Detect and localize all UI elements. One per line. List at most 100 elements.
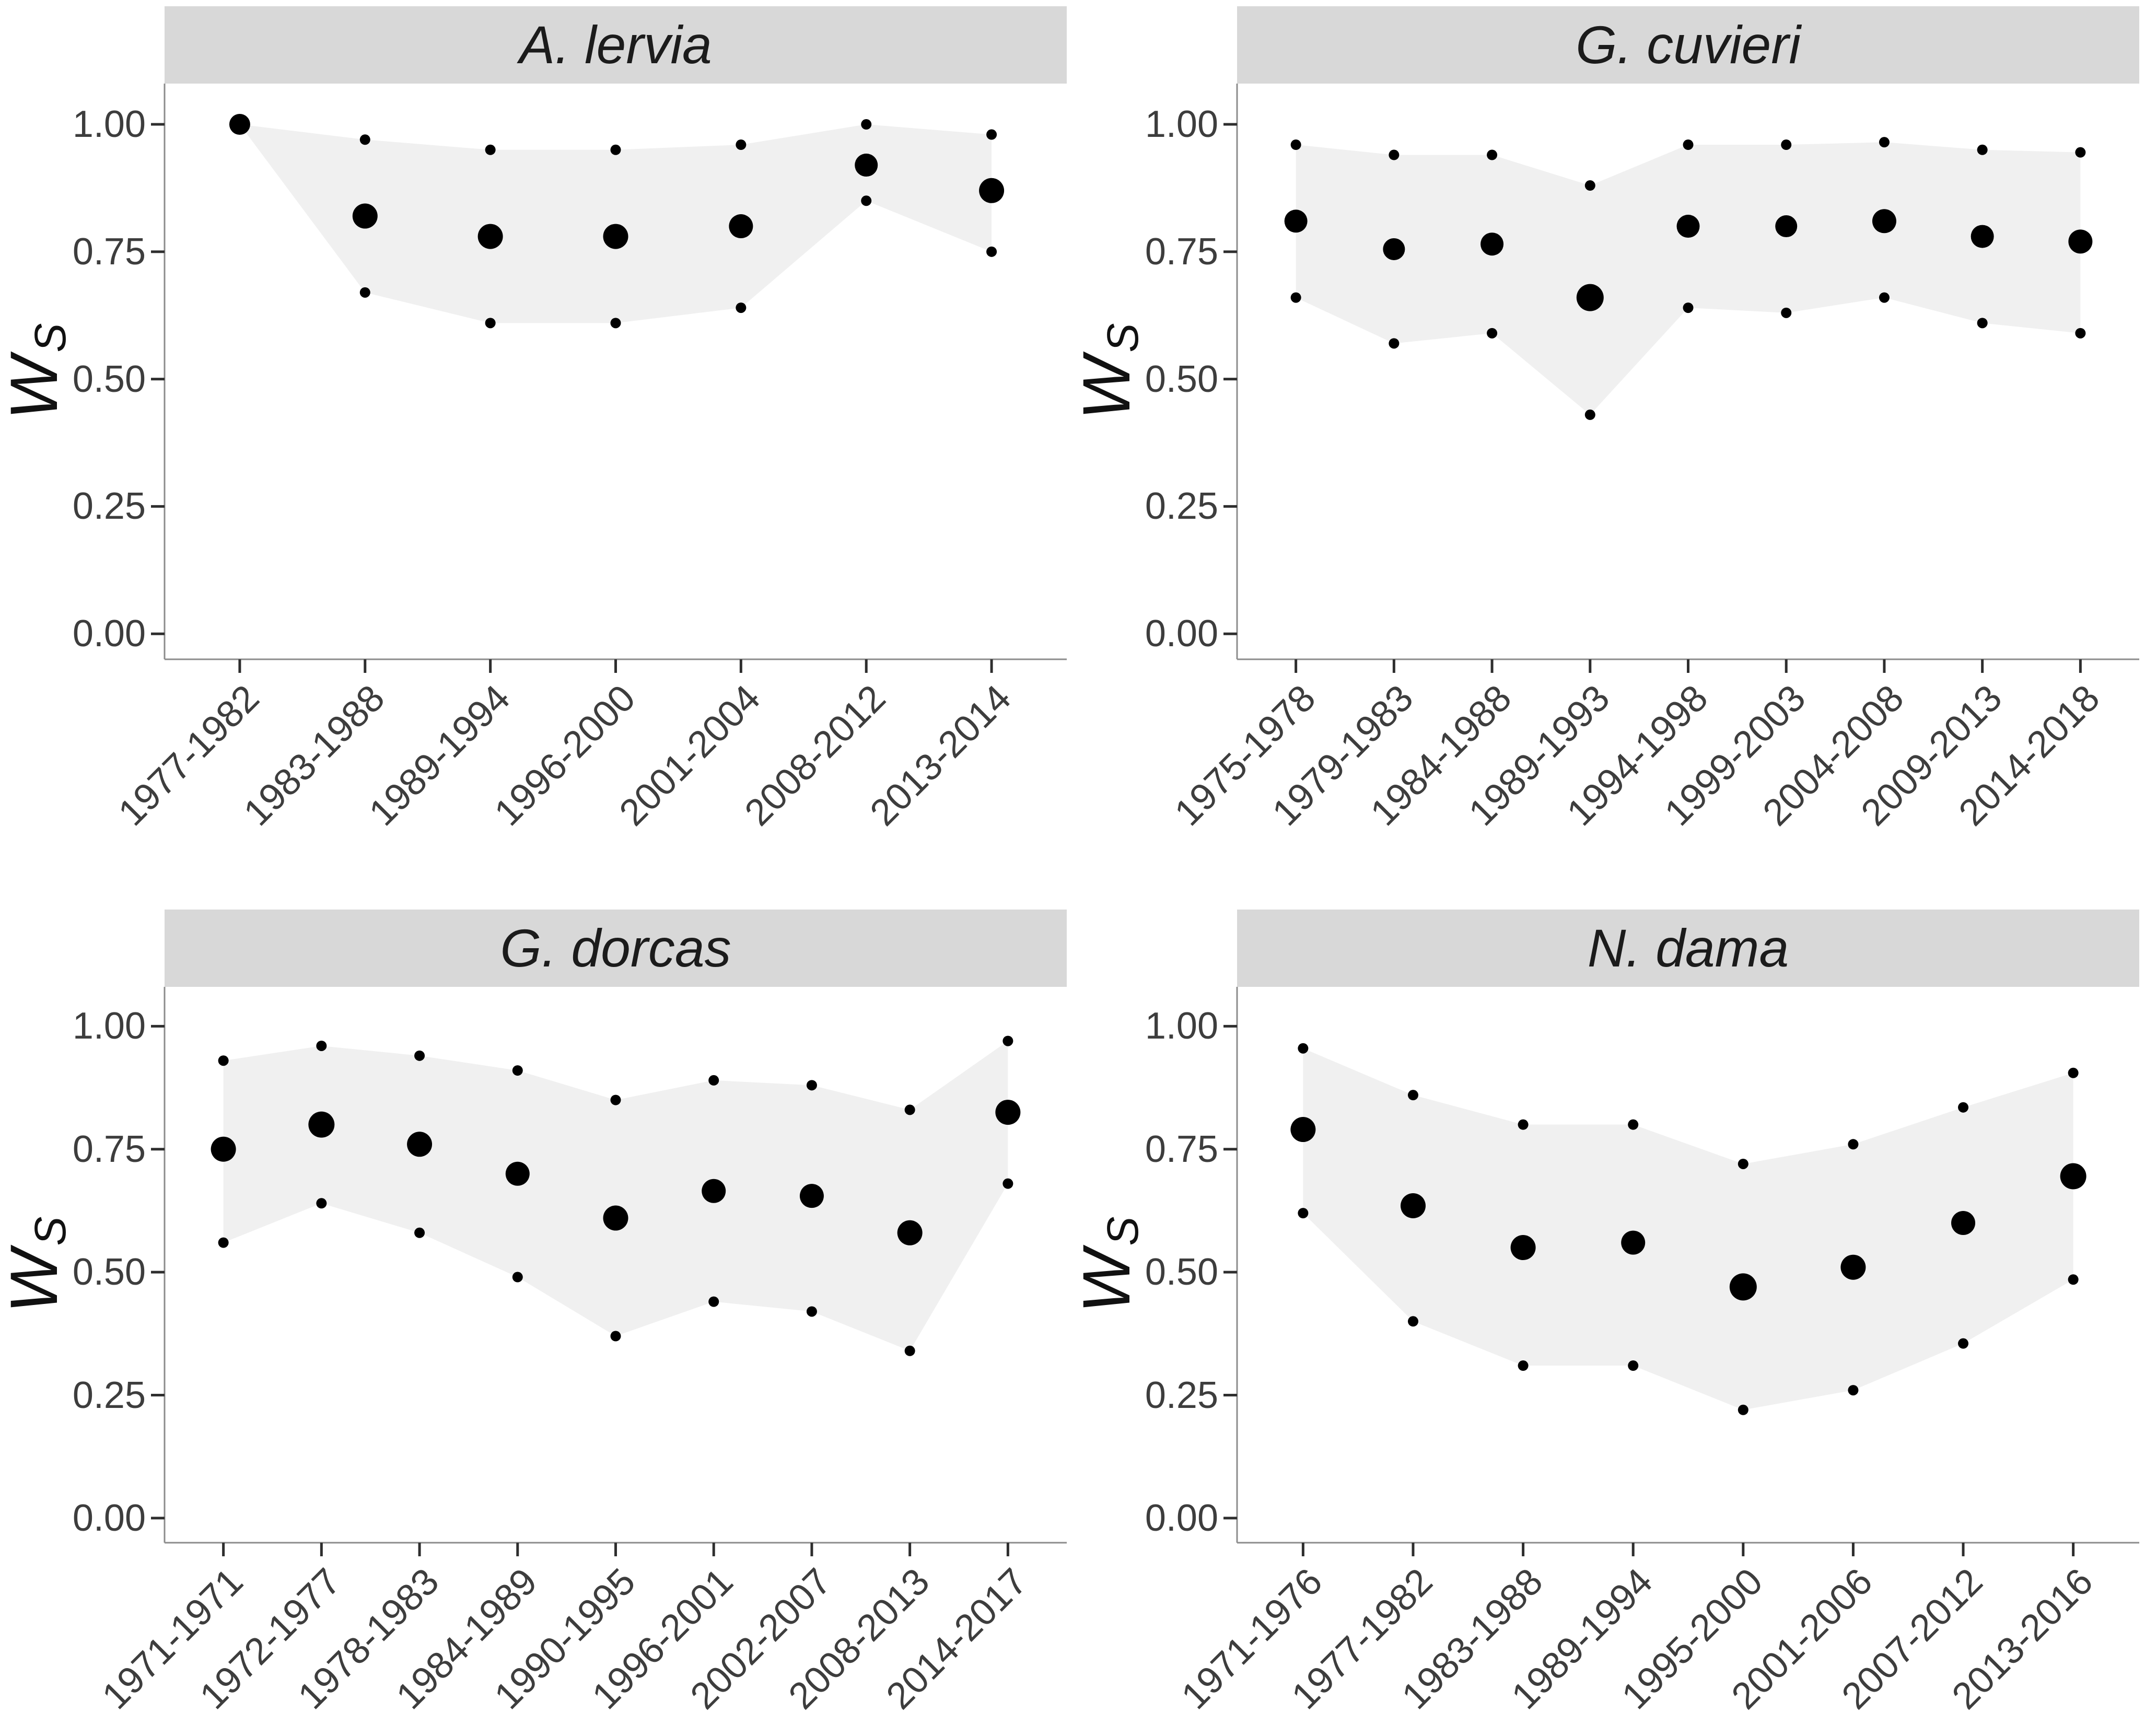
facet-strip: G. dorcas <box>165 910 1067 987</box>
facet-panel-g-dorcas: G. dorcas 1.00 0.75 0.50 0.25 0.00 1971-1971 19… <box>0 868 1072 1736</box>
plot-area-svg <box>1223 84 2139 673</box>
y-axis-title-base: W <box>0 1250 72 1313</box>
y-tick-label: 0.25 <box>1145 485 1218 528</box>
upper-bound-point <box>316 1040 327 1051</box>
upper-bound-point <box>1389 149 1400 160</box>
y-tick-label: 0.50 <box>72 1251 146 1294</box>
upper-bound-point <box>861 119 872 130</box>
mean-point <box>211 1136 236 1162</box>
mean-point <box>505 1161 530 1186</box>
mean-point <box>1775 215 1798 238</box>
upper-bound-point <box>1848 1139 1859 1150</box>
y-tick-label: 1.00 <box>72 103 146 146</box>
lower-bound-point <box>1879 292 1890 303</box>
y-tick-label: 0.75 <box>72 1128 146 1170</box>
y-axis-title-base: W <box>1069 356 1144 420</box>
lower-bound-point <box>1290 292 1301 303</box>
mean-point <box>1729 1273 1757 1301</box>
lower-bound-point <box>1407 1316 1418 1327</box>
mean-point <box>1971 225 1994 248</box>
mean-point <box>979 178 1005 203</box>
lower-bound-point <box>986 246 997 257</box>
lower-bound-point <box>1628 1360 1639 1371</box>
mean-point <box>229 114 250 135</box>
lower-bound-point <box>2068 1274 2079 1285</box>
upper-bound-point <box>2075 147 2086 158</box>
mean-point <box>1400 1193 1426 1219</box>
mean-point <box>1510 1235 1536 1261</box>
lower-bound-point <box>1584 409 1595 420</box>
lower-bound-point <box>1389 338 1400 349</box>
upper-bound-point <box>736 139 747 150</box>
mean-point <box>799 1184 824 1208</box>
facet-panel-a-lervia: A. lervia 1.00 0.75 0.50 0.25 0.00 1977-1982 19… <box>0 0 1072 868</box>
upper-bound-point <box>1879 137 1890 148</box>
upper-bound-point <box>485 144 496 155</box>
lower-bound-point <box>708 1296 719 1307</box>
lower-bound-point <box>1518 1360 1529 1371</box>
lower-bound-point <box>1298 1208 1309 1219</box>
y-tick-label: 1.00 <box>1145 103 1218 146</box>
mean-point <box>1290 1117 1316 1143</box>
upper-bound-point <box>1298 1043 1309 1054</box>
lower-bound-point <box>414 1227 425 1238</box>
mean-point <box>603 224 628 249</box>
upper-bound-point <box>1487 149 1498 160</box>
upper-bound-point <box>1958 1102 1969 1113</box>
lower-bound-point <box>736 302 747 313</box>
upper-bound-point <box>218 1055 229 1066</box>
lower-bound-point <box>359 287 370 298</box>
mean-point <box>729 214 753 239</box>
mean-point <box>1951 1210 1976 1235</box>
upper-bound-point <box>986 129 997 140</box>
mean-point <box>1621 1230 1646 1255</box>
upper-bound-point <box>1407 1090 1418 1101</box>
y-tick-label: 0.25 <box>1145 1374 1218 1416</box>
y-tick-label: 0.00 <box>1145 1497 1218 1539</box>
lower-bound-point <box>610 1331 621 1342</box>
mean-point <box>855 154 878 177</box>
mean-point <box>1840 1254 1866 1280</box>
y-tick-label: 0.50 <box>72 358 146 400</box>
plot-area-svg <box>151 987 1067 1556</box>
lower-bound-point <box>806 1306 817 1317</box>
y-tick-label: 0.75 <box>1145 1128 1218 1170</box>
upper-bound-point <box>1738 1158 1748 1169</box>
facet-title: G. cuvieri <box>1576 15 1801 75</box>
facet-strip: G. cuvieri <box>1237 6 2139 84</box>
lower-bound-point <box>316 1198 327 1209</box>
lower-bound-point <box>1958 1338 1969 1349</box>
lower-bound-point <box>1738 1404 1748 1415</box>
mean-point <box>308 1111 335 1138</box>
mean-point <box>1480 232 1504 256</box>
mean-point <box>897 1220 923 1245</box>
mean-point <box>1872 209 1896 234</box>
confidence-ribbon <box>223 1041 1008 1351</box>
y-axis-title-subscript: S <box>1098 1216 1147 1246</box>
facet-title: A. lervia <box>519 15 712 75</box>
lower-bound-point <box>904 1345 915 1356</box>
mean-point <box>477 224 503 249</box>
upper-bound-point <box>1683 139 1694 150</box>
lower-bound-point <box>1002 1178 1013 1189</box>
mean-point <box>352 203 378 229</box>
plot-area-svg <box>151 84 1067 673</box>
upper-bound-point <box>359 134 370 145</box>
lower-bound-point <box>485 318 496 329</box>
mean-point <box>1676 215 1700 238</box>
y-tick-label: 0.75 <box>72 230 146 273</box>
upper-bound-point <box>2068 1067 2079 1078</box>
mean-point <box>995 1100 1021 1125</box>
lower-bound-point <box>1683 302 1694 313</box>
y-tick-label: 0.00 <box>1145 613 1218 655</box>
upper-bound-point <box>414 1050 425 1061</box>
y-tick-label: 0.00 <box>72 613 146 655</box>
y-axis-title-base: W <box>0 356 72 420</box>
upper-bound-point <box>1977 144 1988 155</box>
upper-bound-point <box>1628 1119 1639 1130</box>
plot-area-svg <box>1223 987 2139 1556</box>
y-tick-label: 0.75 <box>1145 230 1218 273</box>
